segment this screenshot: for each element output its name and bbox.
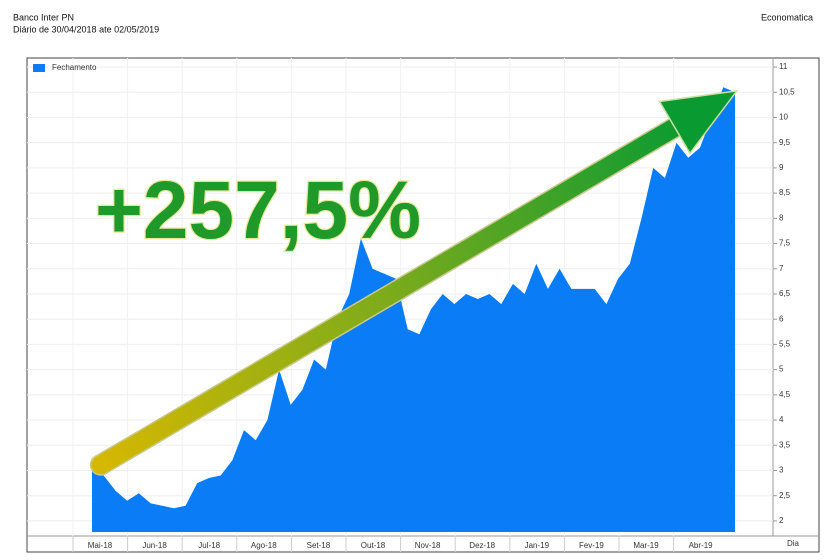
y-tick-label: 3,5 xyxy=(779,440,791,449)
y-tick-label: 5,5 xyxy=(779,340,791,349)
x-tick-label: Dez-18 xyxy=(469,541,495,550)
y-tick-label: 5 xyxy=(779,365,784,374)
x-tick-label: Fev-19 xyxy=(579,541,604,550)
x-tick-label: Set-18 xyxy=(307,541,331,550)
y-tick-label: 7,5 xyxy=(779,239,791,248)
plot: 2 2,5 3 3,5 4 4,5 5 5,5 6 6,5 7 7,5 8 8,5 9 9,5 10 10,5 11… xyxy=(27,58,795,552)
x-tick-label: Jan-19 xyxy=(525,541,550,550)
y-tick-label: 6,5 xyxy=(779,289,791,298)
header-subtitle: Diário de 30/04/2018 ate 02/05/2019 xyxy=(13,24,159,34)
y-tick-label: 9 xyxy=(779,163,784,172)
y-tick-label: 10 xyxy=(779,113,788,122)
y-tick-label: 8 xyxy=(779,213,784,222)
legend-swatch xyxy=(33,64,45,72)
y-tick-label: 8,5 xyxy=(779,188,791,197)
x-axis-label: Dia xyxy=(787,539,800,548)
frame xyxy=(26,57,820,553)
y-tick-label: 2,5 xyxy=(779,491,791,500)
annotation: +257,5% xyxy=(95,165,421,256)
y-tick-label: 9,5 xyxy=(779,138,791,147)
y-tick-label: 2 xyxy=(779,516,784,525)
y-tick-label: 10,5 xyxy=(779,87,795,96)
x-tick-label: Jul-18 xyxy=(198,541,220,550)
x-tick-label: Mar-19 xyxy=(633,541,659,550)
header-title: Banco Inter PN xyxy=(13,12,74,22)
y-tick-label: 4,5 xyxy=(779,390,791,399)
legend-label: Fechamento xyxy=(52,63,97,72)
x-tick-label: Nov-18 xyxy=(415,541,441,550)
y-tick-label: 4 xyxy=(779,415,784,424)
x-tick-label: Mai-18 xyxy=(88,541,113,550)
x-tick-label: Ago-18 xyxy=(251,541,277,550)
x-tick-label: Out-18 xyxy=(361,541,386,550)
arrow xyxy=(89,89,739,476)
y-tick-label: 3 xyxy=(779,466,784,475)
y-tick-label: 7 xyxy=(779,264,784,273)
header-source: Economatica xyxy=(761,12,813,22)
y-tick-label: 11 xyxy=(779,62,788,71)
y-tick-label: 6 xyxy=(779,314,784,323)
x-tick-label: Jun-18 xyxy=(142,541,167,550)
x-tick-label: Abr-19 xyxy=(689,541,714,550)
area xyxy=(92,87,735,532)
